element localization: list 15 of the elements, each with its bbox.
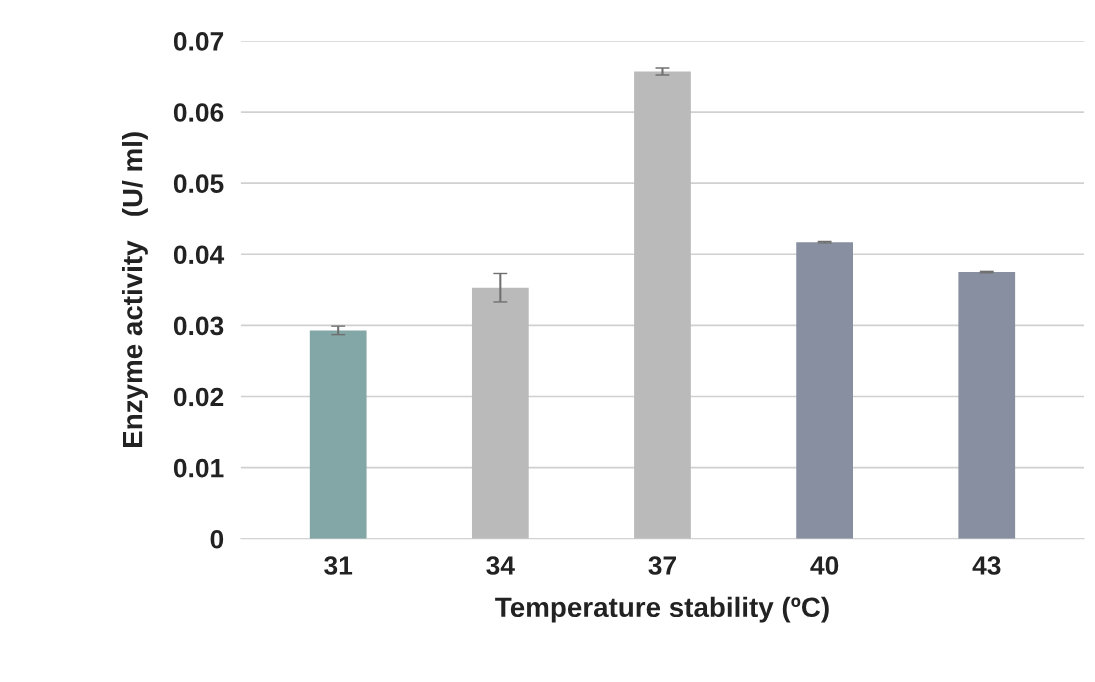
y-tick-label: 0.05 bbox=[173, 174, 224, 193]
y-tick-label: 0 bbox=[210, 529, 224, 549]
y-tick-label: 0.02 bbox=[173, 387, 224, 407]
x-tick-label: 34 bbox=[486, 556, 515, 575]
x-tick-label: 31 bbox=[324, 556, 353, 575]
y-tick-label: 0.04 bbox=[173, 245, 225, 265]
y-tick-label: 0.03 bbox=[173, 316, 224, 336]
x-axis-title: Temperature stability (ºC) bbox=[495, 596, 829, 623]
x-tick-label: 40 bbox=[810, 556, 839, 575]
y-tick-label: 0.07 bbox=[173, 32, 224, 51]
y-tick-label: 0.06 bbox=[173, 103, 224, 122]
x-tick-label: 37 bbox=[648, 556, 676, 575]
y-tick-label: 0.01 bbox=[173, 458, 224, 478]
y-axis-title: Enzyme activity (U/ ml) bbox=[121, 132, 148, 447]
x-tick-label: 43 bbox=[972, 556, 1001, 575]
